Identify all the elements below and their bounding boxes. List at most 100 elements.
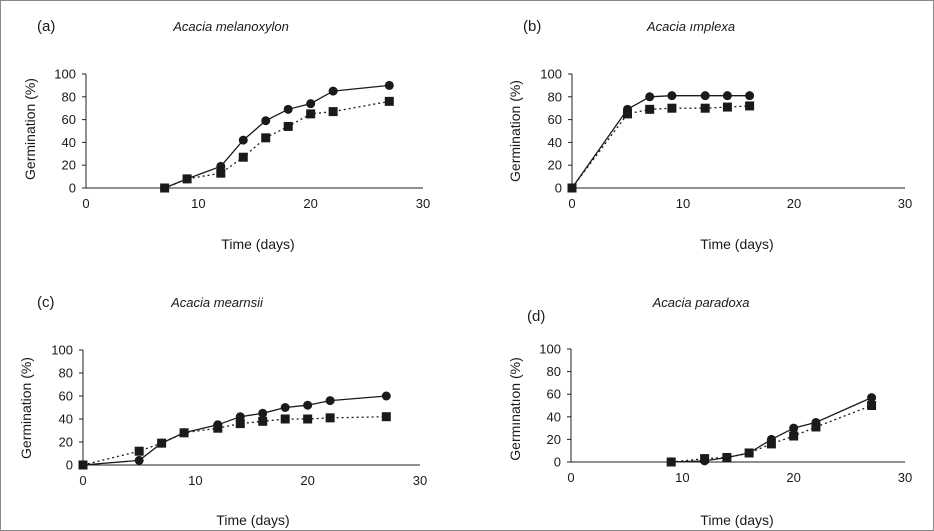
x-tick-label: 0 (82, 196, 89, 211)
x-tick-label: 0 (568, 196, 575, 211)
y-tick-label: 40 (62, 135, 76, 150)
x-tick-label: 30 (413, 473, 427, 488)
data-point-square (381, 412, 391, 422)
data-point-square (213, 423, 223, 433)
data-point-circle (667, 91, 677, 101)
x-tick-label: 10 (676, 196, 690, 211)
x-tick-label: 20 (786, 470, 800, 485)
y-tick-label: 100 (540, 67, 562, 82)
x-tick-label: 0 (567, 470, 574, 485)
data-point-circle (645, 92, 655, 102)
data-point-square (811, 422, 821, 432)
data-point-square (722, 452, 732, 462)
chart-title: Acacia ımplexa (646, 19, 735, 34)
data-point-circle (381, 391, 391, 401)
data-point-square (325, 413, 335, 423)
data-point-square (306, 109, 316, 119)
data-point-circle (789, 423, 799, 433)
x-tick-label: 10 (191, 196, 205, 211)
data-point-square (722, 102, 732, 112)
x-axis-title: Time (days) (700, 512, 773, 528)
data-point-square (283, 121, 293, 131)
data-point-circle (722, 91, 732, 101)
data-point-square (303, 414, 313, 424)
y-tick-label: 100 (54, 67, 76, 82)
x-tick-label: 20 (300, 473, 314, 488)
data-point-circle (867, 393, 877, 403)
data-point-square (160, 183, 170, 193)
data-point-circle (283, 104, 293, 114)
y-axis-title: Germınatıon (%) (507, 357, 523, 460)
data-point-square (235, 419, 245, 429)
data-point-circle (384, 80, 394, 90)
panel-label: (a) (37, 18, 55, 35)
y-tick-label: 40 (547, 409, 561, 424)
x-tick-label: 10 (188, 473, 202, 488)
y-tick-label: 60 (62, 112, 76, 127)
y-tick-label: 0 (66, 458, 73, 473)
data-point-square (280, 414, 290, 424)
panel-c: (c) Acacia mearnsii Time (days) Germinat… (18, 294, 427, 528)
data-point-square (623, 109, 632, 119)
data-point-square (567, 183, 577, 193)
data-point-circle (216, 161, 226, 171)
data-point-square (238, 152, 248, 162)
y-tick-label: 80 (59, 366, 73, 381)
y-tick-label: 0 (69, 181, 76, 196)
data-point-square (744, 448, 754, 458)
y-tick-label: 0 (554, 455, 561, 470)
x-tick-label: 30 (898, 196, 912, 211)
x-tick-label: 30 (416, 196, 430, 211)
y-tick-label: 80 (547, 364, 561, 379)
panel-label: (b) (523, 18, 541, 35)
data-point-square (700, 103, 710, 113)
chart-title: Acacia melanoxylon (172, 19, 289, 34)
data-point-square (182, 174, 192, 184)
series-line-dotted (671, 404, 872, 463)
y-axis-title: Germination (%) (18, 357, 34, 459)
data-point-circle (303, 400, 313, 410)
y-tick-label: 100 (51, 343, 73, 358)
series-line-solid (82, 395, 387, 466)
data-point-square (745, 101, 755, 111)
x-axis-title: Time (days) (216, 512, 289, 528)
y-tick-label: 20 (548, 158, 562, 173)
y-axis-title: Germination (%) (22, 78, 38, 180)
y-tick-label: 80 (62, 89, 76, 104)
panel-d: (d) Acacia paradoxa Time (days) Germınat… (507, 295, 912, 528)
data-point-square (179, 428, 189, 438)
y-tick-label: 20 (547, 432, 561, 447)
y-tick-label: 40 (548, 135, 562, 150)
y-tick-label: 20 (59, 435, 73, 450)
chart-title: Acacia paradoxa (652, 295, 750, 310)
data-point-circle (700, 91, 710, 101)
data-point-square (134, 446, 144, 456)
data-point-square (766, 439, 776, 449)
data-point-square (789, 431, 799, 441)
series-line-dotted (571, 105, 750, 189)
data-point-square (78, 460, 88, 470)
panel-label: (d) (527, 308, 545, 325)
data-point-square (867, 401, 877, 410)
data-point-circle (306, 99, 316, 109)
data-point-circle (325, 396, 335, 406)
data-point-circle (328, 86, 338, 96)
data-point-circle (745, 91, 755, 101)
data-point-square (384, 96, 394, 106)
y-tick-label: 60 (547, 387, 561, 402)
y-tick-label: 40 (59, 412, 73, 427)
data-point-circle (261, 116, 271, 126)
y-tick-label: 0 (555, 181, 562, 196)
y-tick-label: 60 (59, 389, 73, 404)
data-point-square (328, 107, 338, 117)
data-point-square (666, 457, 676, 467)
data-point-square (700, 454, 710, 464)
data-point-square (645, 104, 655, 114)
x-tick-label: 10 (675, 470, 689, 485)
series-line-solid (671, 397, 872, 463)
data-point-circle (280, 403, 290, 412)
data-point-circle (235, 412, 245, 422)
series-line-solid (164, 84, 390, 189)
